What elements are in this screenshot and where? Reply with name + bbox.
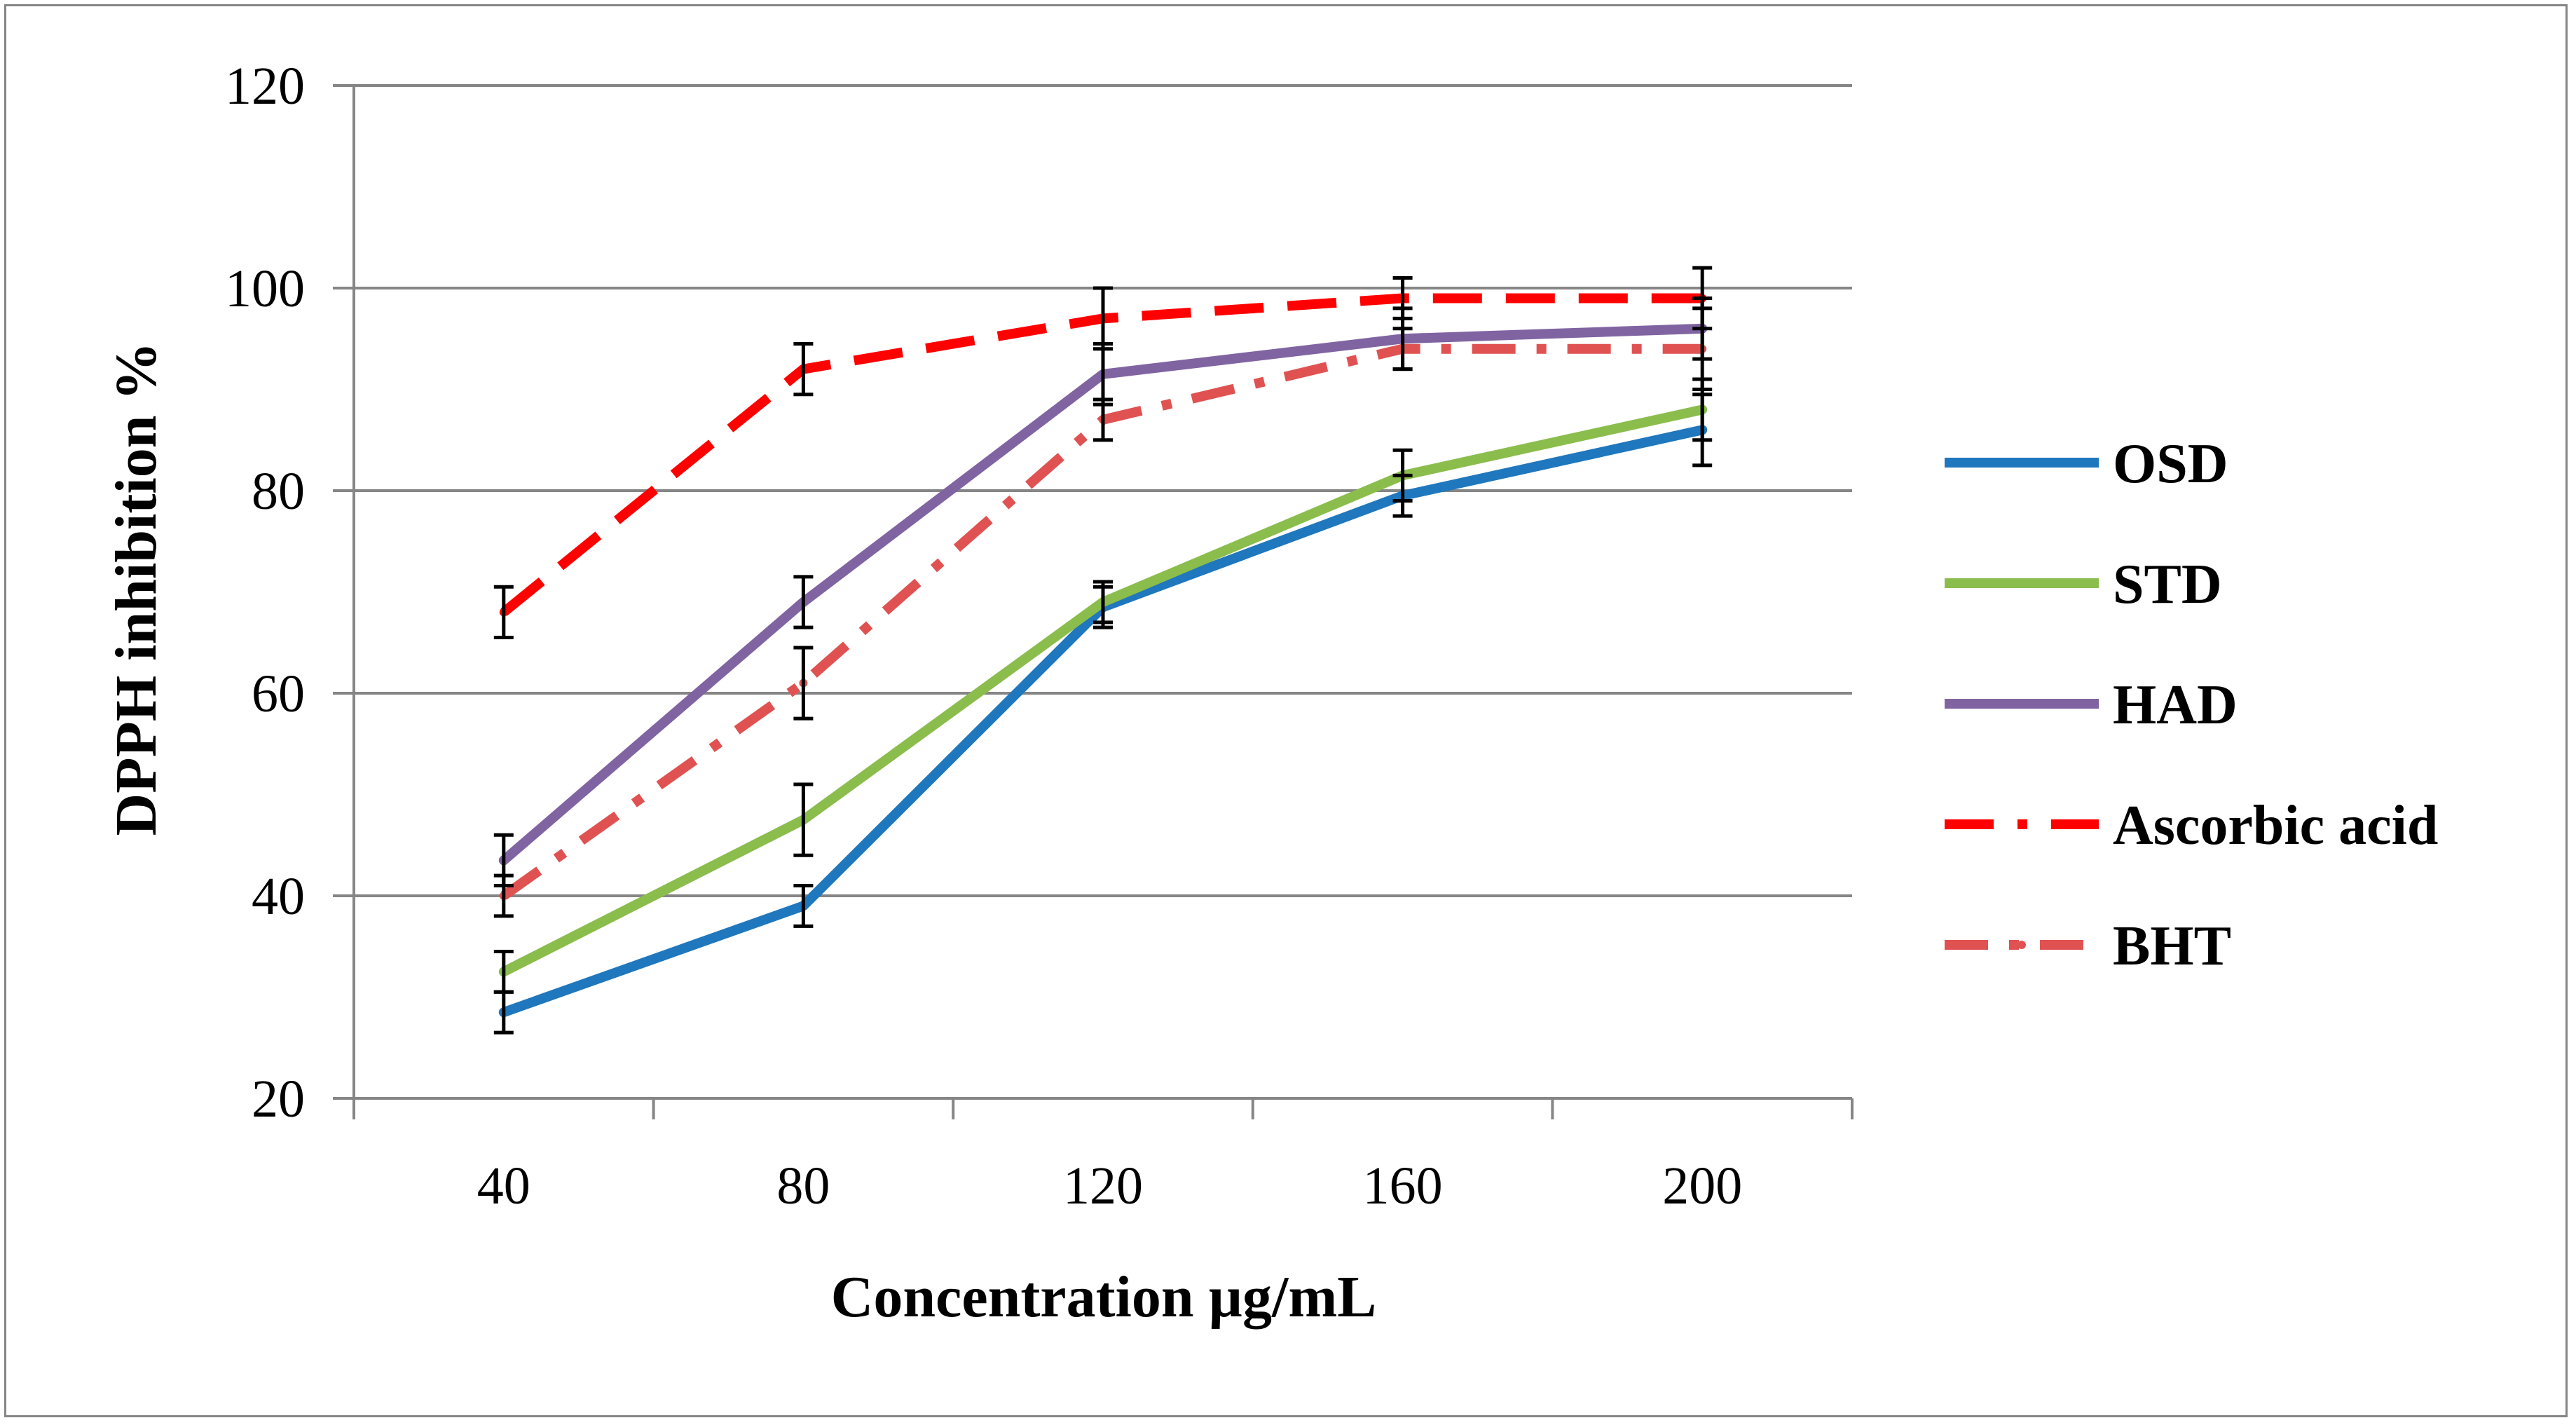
y-tick-label: 80 bbox=[252, 462, 305, 521]
y-tick-label: 60 bbox=[252, 664, 305, 723]
error-bars bbox=[493, 266, 1713, 1035]
x-tick-label: 160 bbox=[1363, 1157, 1443, 1215]
axes: 20 40 60 80 100 120 40 80 120 160 200 bbox=[225, 57, 1854, 1215]
legend-marker bbox=[2017, 579, 2026, 587]
x-tick-label: 120 bbox=[1063, 1157, 1143, 1215]
x-tick-label: 40 bbox=[477, 1157, 530, 1215]
legend: OSD STD HAD Ascorbic acid BHT bbox=[1945, 433, 2438, 977]
legend-label: STD bbox=[2113, 554, 2222, 615]
legend-marker bbox=[2017, 941, 2026, 949]
series-line-std bbox=[498, 404, 1708, 977]
legend-marker bbox=[2017, 700, 2026, 708]
chart-frame bbox=[4, 4, 2568, 1417]
legend-label: OSD bbox=[2113, 433, 2228, 495]
legend-marker bbox=[2017, 458, 2026, 467]
legend-marker bbox=[2017, 820, 2026, 829]
y-tick-label: 40 bbox=[252, 867, 305, 926]
legend-label: BHT bbox=[2113, 915, 2231, 977]
legend-label: Ascorbic acid bbox=[2113, 795, 2438, 857]
x-axis-title: Concentration µg/mL bbox=[831, 1264, 1377, 1330]
legend-label: HAD bbox=[2113, 674, 2238, 736]
x-tick-label: 80 bbox=[776, 1157, 830, 1215]
y-tick-label: 20 bbox=[252, 1070, 305, 1129]
y-axis-title: DPPH inhibition % bbox=[104, 342, 169, 836]
x-tick-label: 200 bbox=[1662, 1157, 1742, 1215]
y-tick-label: 120 bbox=[225, 57, 305, 116]
series-line-osd bbox=[498, 425, 1708, 1018]
y-tick-label: 100 bbox=[225, 259, 305, 318]
